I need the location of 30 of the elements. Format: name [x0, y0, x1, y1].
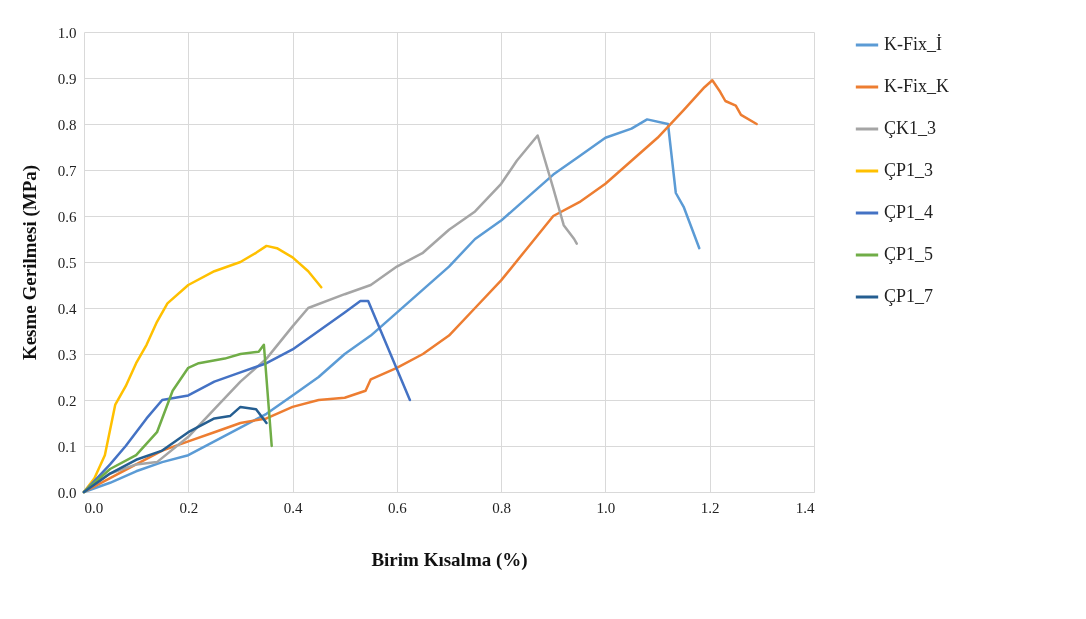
x-tick-label: 0.0 [84, 499, 104, 516]
y-tick-label: 0.5 [57, 254, 77, 271]
legend-label: ÇP1_5 [884, 244, 934, 264]
x-tick-label: 0.6 [387, 499, 408, 516]
y-tick-label: 0.8 [57, 116, 77, 133]
x-axis-title: Birim Kısalma (%) [371, 548, 528, 571]
x-tick-label: 1.0 [596, 499, 616, 516]
y-tick-label: 0.3 [57, 346, 77, 363]
y-tick-label: 0.0 [57, 484, 77, 501]
x-tick-label: 0.2 [179, 499, 199, 516]
y-tick-label: 0.9 [57, 70, 77, 87]
legend-label: K-Fix_İ [884, 34, 942, 54]
line-series [82, 405, 268, 494]
y-axis-title: Kesme Gerilmesi (MPa) [18, 164, 41, 361]
y-tick-label: 0.1 [57, 438, 77, 455]
y-tick-label: 0.7 [57, 162, 77, 179]
legend-label: K-Fix_K [884, 76, 950, 96]
legend-label: ÇP1_4 [884, 202, 934, 222]
legend-label: ÇK1_3 [884, 118, 937, 138]
y-tick-label: 0.6 [57, 208, 77, 225]
x-tick-label: 0.8 [492, 499, 512, 516]
y-tick-label: 0.4 [57, 300, 77, 317]
legend-label: ÇP1_7 [884, 286, 934, 306]
y-tick-label: 1.0 [57, 24, 77, 41]
x-tick-label: 0.4 [283, 499, 303, 516]
line-series [82, 79, 758, 494]
x-tick-label: 1.2 [700, 499, 720, 516]
legend-label: ÇP1_3 [884, 160, 934, 180]
x-tick-label: 1.4 [795, 499, 815, 516]
y-tick-label: 0.2 [57, 392, 77, 409]
